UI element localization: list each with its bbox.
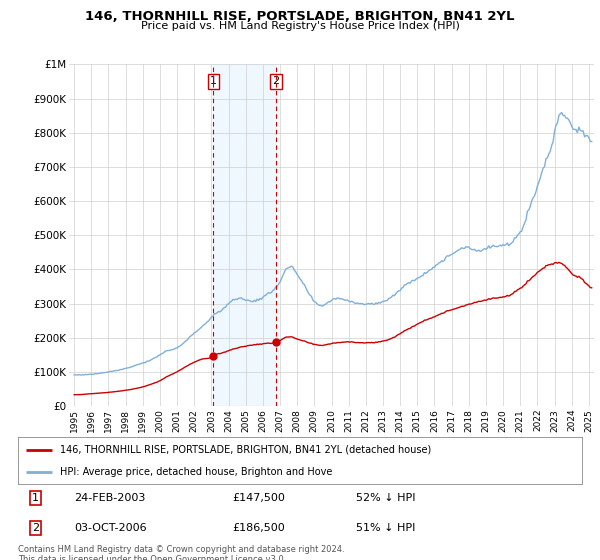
Text: 2: 2 [272,76,280,86]
Text: 1: 1 [210,76,217,86]
Text: 52% ↓ HPI: 52% ↓ HPI [356,493,416,503]
Text: £147,500: £147,500 [232,493,285,503]
Text: Contains HM Land Registry data © Crown copyright and database right 2024.
This d: Contains HM Land Registry data © Crown c… [18,545,344,560]
Bar [214,64,276,406]
Text: £186,500: £186,500 [232,523,285,533]
Text: HPI: Average price, detached house, Brighton and Hove: HPI: Average price, detached house, Brig… [60,466,332,477]
Text: 1: 1 [32,493,39,503]
Text: 24-FEB-2003: 24-FEB-2003 [74,493,146,503]
Text: 03-OCT-2006: 03-OCT-2006 [74,523,147,533]
Text: 146, THORNHILL RISE, PORTSLADE, BRIGHTON, BN41 2YL (detached house): 146, THORNHILL RISE, PORTSLADE, BRIGHTON… [60,445,431,455]
Text: 146, THORNHILL RISE, PORTSLADE, BRIGHTON, BN41 2YL: 146, THORNHILL RISE, PORTSLADE, BRIGHTON… [85,10,515,23]
Text: 51% ↓ HPI: 51% ↓ HPI [356,523,416,533]
Text: Price paid vs. HM Land Registry's House Price Index (HPI): Price paid vs. HM Land Registry's House … [140,21,460,31]
Text: 2: 2 [32,523,39,533]
